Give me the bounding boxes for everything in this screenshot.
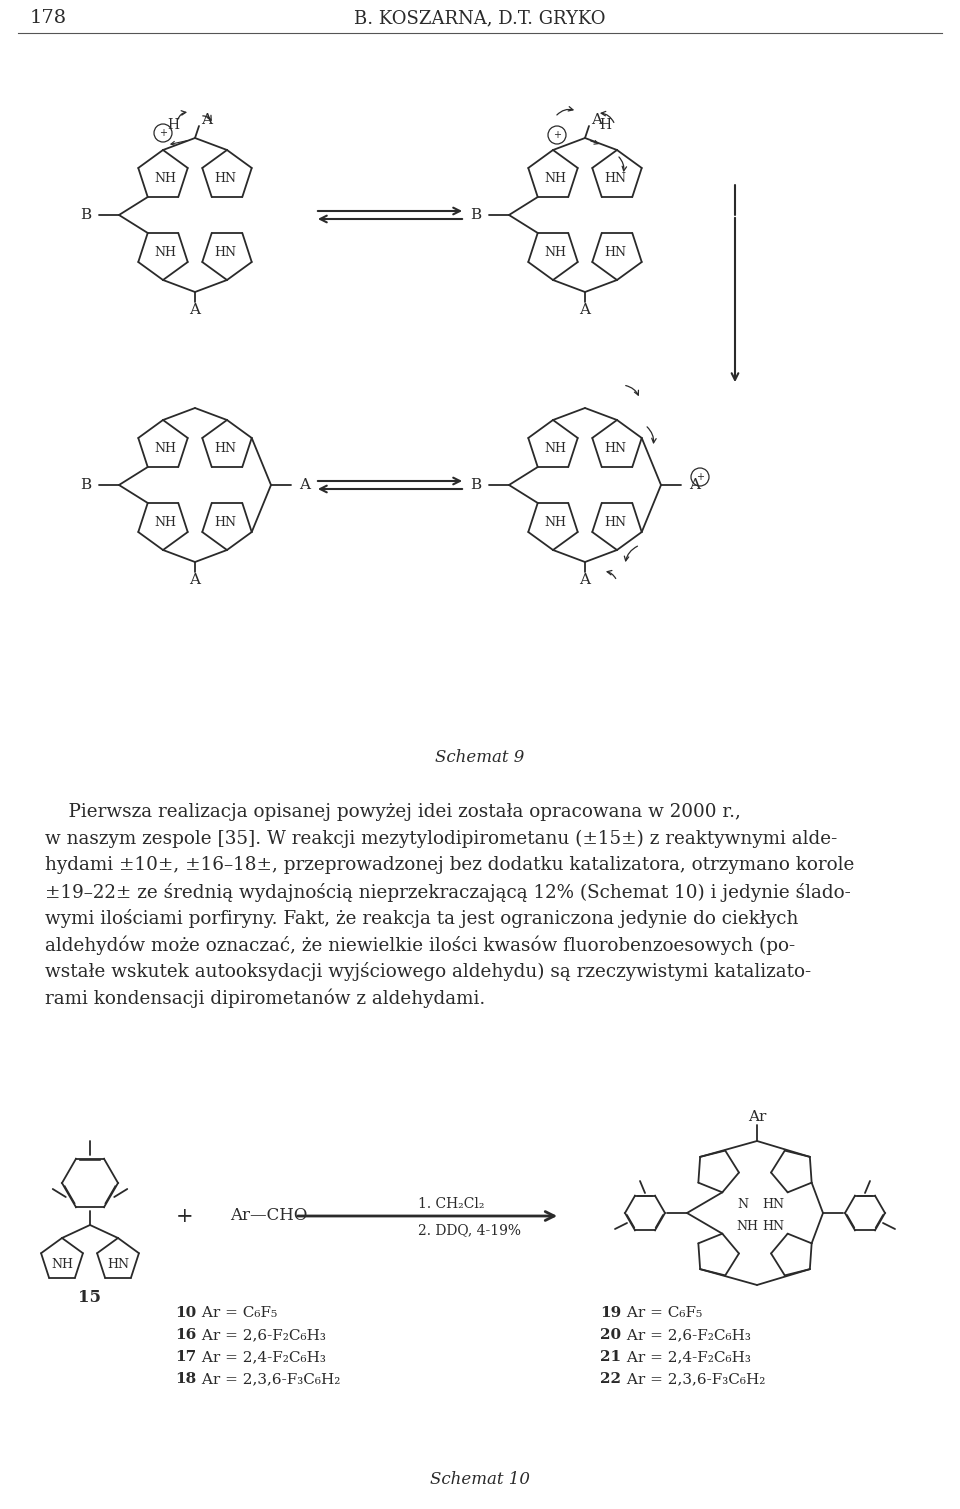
Text: NH: NH [736, 1221, 758, 1233]
Text: Ar = 2,3,6-F₃C₆H₂: Ar = 2,3,6-F₃C₆H₂ [622, 1372, 765, 1385]
Text: A: A [202, 113, 212, 127]
Text: 15: 15 [79, 1290, 102, 1307]
Text: NH: NH [154, 442, 176, 454]
Text: A: A [189, 303, 201, 317]
Text: H: H [599, 118, 611, 131]
Text: +: + [696, 472, 704, 481]
Text: ±19–22± ze średnią wydajnością nieprzekraczającą 12% (Schemat 10) i jedynie ślad: ±19–22± ze średnią wydajnością nieprzekr… [45, 883, 851, 901]
Text: NH: NH [51, 1257, 73, 1271]
Text: B: B [469, 208, 481, 222]
Text: Schemat 10: Schemat 10 [430, 1471, 530, 1488]
Text: +: + [553, 130, 561, 140]
Text: HN: HN [762, 1221, 784, 1233]
Text: HN: HN [107, 1257, 129, 1271]
Text: A: A [580, 573, 590, 587]
Text: HN: HN [214, 246, 236, 258]
Text: HN: HN [214, 516, 236, 528]
Text: aldehydów może oznaczać, że niewielkie ilości kwasów fluorobenzoesowych (po-: aldehydów może oznaczać, że niewielkie i… [45, 936, 795, 955]
Text: B: B [80, 208, 91, 222]
Text: A: A [299, 478, 310, 492]
Text: 16: 16 [175, 1328, 196, 1342]
Text: 18: 18 [175, 1372, 196, 1385]
Text: B: B [80, 478, 91, 492]
Text: 21: 21 [600, 1351, 621, 1364]
Text: B: B [469, 478, 481, 492]
Text: HN: HN [214, 172, 236, 184]
Text: HN: HN [604, 516, 626, 528]
Text: +: + [177, 1207, 194, 1225]
Text: HN: HN [762, 1198, 784, 1212]
Text: 17: 17 [175, 1351, 196, 1364]
Text: HN: HN [604, 442, 626, 454]
Text: HN: HN [214, 442, 236, 454]
Text: hydami ±10±, ±16–18±, przeprowadzonej bez dodatku katalizatora, otrzymano korole: hydami ±10±, ±16–18±, przeprowadzonej be… [45, 856, 854, 874]
Text: NH: NH [154, 516, 176, 528]
Text: Ar = 2,4-F₂C₆H₃: Ar = 2,4-F₂C₆H₃ [197, 1351, 325, 1364]
Text: NH: NH [154, 246, 176, 258]
Text: A: A [189, 573, 201, 587]
Text: HN: HN [604, 246, 626, 258]
Text: +: + [159, 128, 167, 137]
Text: 178: 178 [30, 9, 67, 27]
Text: Ar = C₆F₅: Ar = C₆F₅ [197, 1305, 277, 1320]
Text: H: H [167, 118, 179, 131]
Text: 22: 22 [600, 1372, 621, 1385]
Text: 20: 20 [600, 1328, 621, 1342]
Text: w naszym zespole [35]. W reakcji mezytylodipirometanu (±15±) z reaktywnymi alde-: w naszym zespole [35]. W reakcji mezytyl… [45, 830, 837, 848]
Text: Schemat 9: Schemat 9 [435, 750, 525, 767]
Text: A: A [580, 303, 590, 317]
Text: A: A [689, 478, 700, 492]
Text: 19: 19 [600, 1305, 621, 1320]
Text: Ar = 2,3,6-F₃C₆H₂: Ar = 2,3,6-F₃C₆H₂ [197, 1372, 341, 1385]
Text: Ar = 2,4-F₂C₆H₃: Ar = 2,4-F₂C₆H₃ [622, 1351, 751, 1364]
Text: 10: 10 [175, 1305, 196, 1320]
Text: Ar: Ar [748, 1111, 766, 1124]
Text: 1. CH₂Cl₂: 1. CH₂Cl₂ [418, 1197, 484, 1212]
Text: Pierwsza realizacja opisanej powyżej idei została opracowana w 2000 r.,: Pierwsza realizacja opisanej powyżej ide… [45, 803, 741, 821]
Text: wymi ilościami porfiryny. Fakt, że reakcja ta jest ograniczona jedynie do ciekły: wymi ilościami porfiryny. Fakt, że reakc… [45, 908, 799, 928]
Text: wstałe wskutek autooksydacji wyjściowego aldehydu) są rzeczywistymi katalizato-: wstałe wskutek autooksydacji wyjściowego… [45, 963, 811, 981]
Text: HN: HN [604, 172, 626, 184]
Text: rami kondensacji dipirometanów z aldehydami.: rami kondensacji dipirometanów z aldehyd… [45, 988, 485, 1008]
Text: NH: NH [544, 246, 566, 258]
Text: A: A [591, 113, 603, 127]
Text: NH: NH [154, 172, 176, 184]
Text: B. KOSZARNA, D.T. GRYKO: B. KOSZARNA, D.T. GRYKO [354, 9, 606, 27]
Text: NH: NH [544, 442, 566, 454]
Text: Ar—CHO: Ar—CHO [230, 1207, 307, 1224]
Text: NH: NH [544, 516, 566, 528]
Text: 2. DDQ, 4-19%: 2. DDQ, 4-19% [418, 1222, 520, 1237]
Text: Ar = C₆F₅: Ar = C₆F₅ [622, 1305, 703, 1320]
Text: N: N [737, 1198, 749, 1212]
Text: Ar = 2,6-F₂C₆H₃: Ar = 2,6-F₂C₆H₃ [197, 1328, 325, 1342]
Text: NH: NH [544, 172, 566, 184]
Text: Ar = 2,6-F₂C₆H₃: Ar = 2,6-F₂C₆H₃ [622, 1328, 751, 1342]
